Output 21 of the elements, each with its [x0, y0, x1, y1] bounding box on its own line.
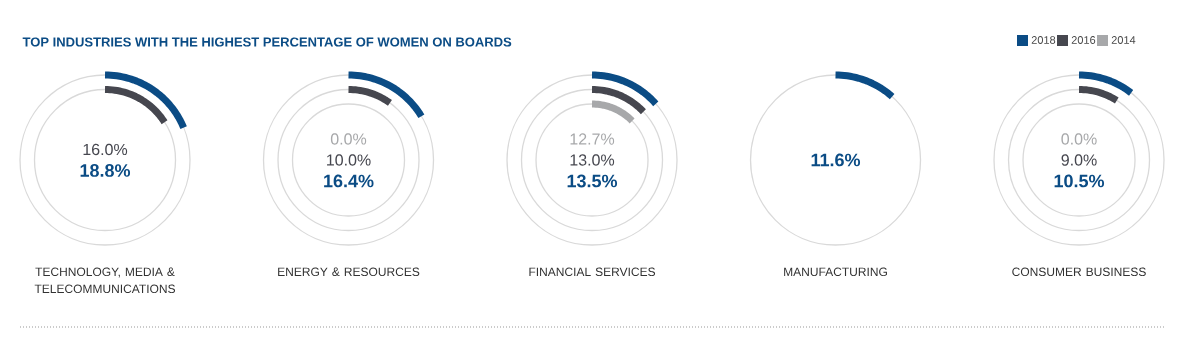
data-label: 18.8% [80, 164, 131, 177]
data-label: 16.4% [324, 174, 374, 188]
legend-label: 2018 [1031, 36, 1056, 44]
category-label: CONSUMER BUSINESS [1012, 267, 1146, 277]
data-label: 13.0% [570, 154, 615, 166]
legend-label: 2014 [1111, 36, 1136, 44]
data-label: 0.0% [1061, 133, 1097, 145]
legend-label: 2016 [1071, 36, 1096, 44]
data-label: 9.0% [1061, 154, 1097, 166]
text: TOP INDUSTRIES WITH THE HIGHEST PERCENTAGE OF WOMEN ON BOARDS [22, 37, 512, 47]
category-label: TECHNOLOGY, MEDIA & TELECOMMUNICATIONS [34, 267, 176, 294]
category-label: FINANCIAL SERVICES [529, 267, 656, 277]
data-label: 13.5% [567, 174, 618, 188]
category-label: ENERGY & RESOURCES [278, 267, 420, 277]
category-label: MANUFACTURING [784, 267, 887, 277]
data-label: 10.0% [327, 154, 371, 166]
data-label: 0.0% [330, 133, 367, 145]
data-label: 11.6% [811, 153, 861, 167]
data-label: 12.7% [570, 133, 615, 145]
data-label: 16.0% [83, 143, 128, 156]
data-label: 10.5% [1054, 174, 1105, 188]
